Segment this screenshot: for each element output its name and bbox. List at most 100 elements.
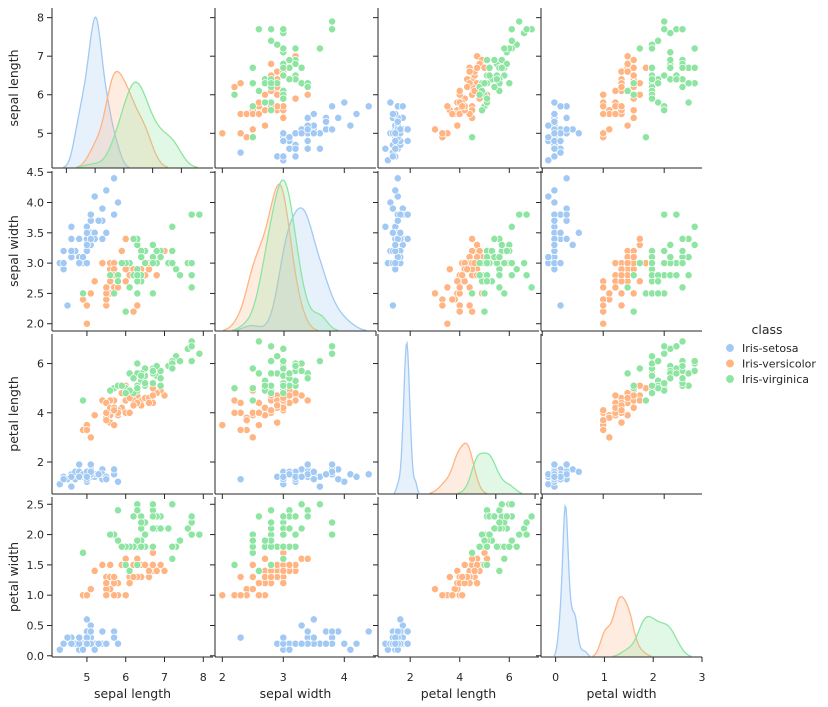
- point-iris-virginica: [475, 542, 484, 551]
- point-iris-setosa: [303, 125, 312, 134]
- point-iris-virginica: [121, 560, 130, 569]
- point-iris-virginica: [125, 283, 134, 292]
- point-iris-virginica: [648, 389, 656, 398]
- point-iris-virginica: [328, 530, 337, 539]
- point-iris-versicolor: [273, 418, 282, 427]
- point-iris-virginica: [273, 40, 282, 49]
- point-iris-virginica: [635, 259, 644, 268]
- point-iris-versicolor: [279, 566, 288, 575]
- point-iris-versicolor: [458, 102, 467, 111]
- point-iris-virginica: [502, 512, 511, 521]
- point-iris-setosa: [391, 129, 400, 138]
- point-iris-versicolor: [443, 283, 452, 292]
- point-iris-virginica: [684, 271, 693, 280]
- panel-sepal-length-vs-petal-length: [373, 8, 539, 173]
- kde-fill-iris-versicolor: [429, 443, 487, 494]
- point-iris-virginica: [168, 364, 177, 373]
- point-iris-setosa: [297, 621, 306, 630]
- point-iris-versicolor: [599, 110, 608, 118]
- point-iris-virginica: [468, 548, 477, 557]
- kde-fill-iris-versicolor: [76, 71, 168, 168]
- point-iris-setosa: [364, 627, 373, 636]
- point-iris-virginica: [690, 222, 699, 231]
- point-iris-setosa: [562, 460, 571, 469]
- point-iris-virginica: [279, 530, 288, 539]
- point-iris-virginica: [483, 94, 491, 103]
- point-iris-setosa: [102, 228, 111, 237]
- y-tick-label: 1.0: [27, 589, 45, 602]
- point-iris-virginica: [141, 259, 150, 268]
- point-iris-virginica: [267, 342, 276, 351]
- point-iris-virginica: [660, 106, 669, 115]
- kde-fill-iris-versicolor: [223, 184, 318, 331]
- legend-marker: [725, 374, 735, 384]
- point-iris-virginica: [148, 379, 157, 388]
- point-iris-virginica: [254, 369, 263, 378]
- point-iris-virginica: [660, 210, 669, 219]
- point-iris-virginica: [79, 396, 87, 405]
- point-iris-virginica: [483, 56, 491, 64]
- point-iris-virginica: [291, 59, 300, 68]
- point-iris-setosa: [279, 137, 288, 145]
- point-iris-versicolor: [261, 554, 269, 563]
- point-iris-setosa: [297, 129, 306, 138]
- point-iris-virginica: [527, 512, 536, 521]
- point-iris-virginica: [117, 259, 126, 268]
- point-iris-setosa: [388, 110, 397, 118]
- point-iris-versicolor: [160, 566, 169, 575]
- point-iris-versicolor: [267, 59, 276, 68]
- point-iris-virginica: [279, 512, 288, 521]
- point-iris-virginica: [285, 75, 294, 84]
- point-iris-virginica: [641, 396, 650, 405]
- point-iris-versicolor: [218, 591, 227, 600]
- point-iris-setosa: [328, 102, 337, 111]
- point-iris-virginica: [297, 366, 306, 375]
- point-iris-setosa: [98, 234, 107, 243]
- y-tick-label: 3.0: [27, 257, 45, 270]
- point-iris-virginica: [279, 94, 288, 103]
- point-iris-versicolor: [617, 271, 626, 280]
- point-iris-versicolor: [629, 253, 638, 262]
- point-iris-versicolor: [236, 426, 245, 434]
- point-iris-versicolor: [82, 591, 91, 600]
- point-iris-versicolor: [623, 52, 632, 61]
- point-iris-virginica: [690, 366, 699, 375]
- point-iris-versicolor: [431, 289, 439, 298]
- point-iris-virginica: [478, 106, 486, 115]
- point-iris-setosa: [403, 627, 412, 636]
- point-iris-versicolor: [110, 406, 119, 415]
- point-iris-setosa: [303, 113, 312, 122]
- panel-petal-length-vs-petal-length: [373, 334, 539, 499]
- point-iris-virginica: [248, 396, 257, 405]
- point-iris-virginica: [490, 83, 499, 91]
- point-iris-setosa: [574, 228, 583, 237]
- point-iris-virginica: [490, 234, 499, 243]
- point-iris-virginica: [483, 542, 491, 551]
- point-iris-virginica: [121, 307, 130, 316]
- point-iris-versicolor: [445, 573, 454, 581]
- point-iris-virginica: [176, 536, 184, 545]
- point-iris-virginica: [480, 307, 489, 316]
- point-iris-virginica: [500, 289, 509, 298]
- point-iris-virginica: [690, 240, 699, 249]
- y-tick-label: 5: [37, 127, 44, 140]
- point-iris-virginica: [137, 542, 146, 551]
- point-iris-virginica: [648, 75, 656, 84]
- point-iris-virginica: [297, 500, 306, 509]
- point-iris-virginica: [678, 25, 687, 34]
- point-iris-setosa: [63, 301, 72, 310]
- point-iris-virginica: [672, 75, 681, 84]
- point-iris-virginica: [291, 512, 300, 521]
- point-iris-virginica: [490, 56, 499, 64]
- point-iris-setosa: [279, 152, 288, 161]
- point-iris-setosa: [94, 216, 103, 225]
- point-iris-versicolor: [279, 579, 288, 588]
- point-iris-virginica: [641, 133, 650, 142]
- point-iris-setosa: [82, 240, 91, 249]
- point-iris-virginica: [141, 379, 150, 388]
- point-iris-setosa: [303, 627, 312, 636]
- point-iris-versicolor: [248, 433, 257, 442]
- point-iris-versicolor: [458, 573, 467, 581]
- point-iris-virginica: [148, 289, 157, 298]
- point-iris-virginica: [248, 384, 257, 393]
